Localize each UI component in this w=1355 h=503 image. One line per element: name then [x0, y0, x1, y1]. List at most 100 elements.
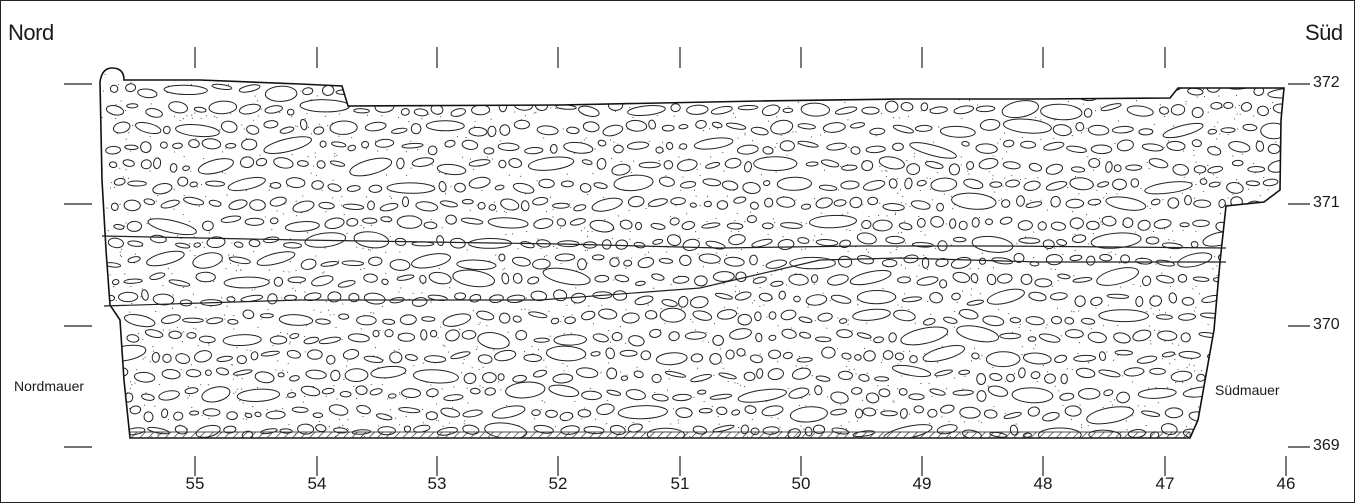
sand-dot: [158, 383, 160, 386]
sand-dot: [792, 131, 794, 133]
sand-dot: [891, 88, 893, 91]
sand-dot: [1173, 125, 1175, 127]
sand-dot: [679, 91, 681, 93]
sand-dot: [243, 128, 245, 130]
stone: [817, 312, 833, 322]
sand-dot: [570, 332, 572, 334]
sand-dot: [730, 230, 732, 232]
sand-dot: [570, 206, 572, 209]
sand-dot: [268, 189, 270, 191]
sand-dot: [888, 87, 890, 89]
sand-dot: [203, 246, 205, 248]
sand-dot: [198, 205, 200, 207]
sand-dot: [584, 227, 586, 229]
stone: [469, 293, 482, 303]
stone: [1087, 124, 1110, 136]
sand-dot: [185, 76, 188, 78]
stone: [709, 393, 733, 400]
sand-dot: [713, 86, 715, 88]
stone: [681, 221, 695, 230]
stone: [338, 313, 350, 320]
sand-dot: [1050, 81, 1052, 83]
sand-dot: [924, 82, 926, 84]
sand-dot: [1145, 70, 1147, 72]
sand-dot: [453, 386, 455, 388]
sand-dot: [744, 221, 746, 223]
sand-dot: [531, 78, 533, 80]
stone: [316, 160, 326, 169]
stone: [797, 140, 819, 148]
sand-dot: [1132, 415, 1134, 417]
sand-dot: [920, 110, 922, 112]
sand-dot: [232, 254, 234, 256]
stone: [1179, 222, 1190, 228]
sand-dot: [713, 374, 715, 376]
sand-dot: [201, 414, 203, 417]
stone: [160, 141, 168, 149]
sand-dot: [943, 193, 945, 195]
stone: [1069, 217, 1084, 230]
stone: [541, 88, 560, 97]
sand-dot: [1272, 102, 1274, 104]
sand-dot: [432, 80, 435, 82]
sand-dot: [356, 246, 358, 248]
stone: [208, 199, 222, 207]
stone: [1255, 140, 1265, 152]
sand-dot: [261, 108, 263, 110]
sand-dot: [460, 372, 463, 374]
stone: [1025, 201, 1043, 209]
sand-dot: [1082, 103, 1084, 105]
sand-dot: [144, 356, 146, 358]
sand-dot: [1036, 381, 1038, 383]
stone: [1016, 195, 1025, 207]
sand-dot: [246, 349, 248, 351]
stone: [198, 335, 216, 344]
sand-dot: [1259, 347, 1261, 349]
sand-dot: [200, 384, 202, 386]
sand-dot: [1140, 187, 1142, 189]
stone: [752, 276, 767, 284]
stone: [389, 259, 411, 271]
sand-dot: [827, 396, 829, 398]
sand-dot: [563, 333, 565, 335]
sand-dot: [528, 309, 530, 311]
stone: [861, 160, 874, 172]
stone: [867, 196, 879, 206]
sand-dot: [928, 73, 930, 75]
stone: [923, 318, 936, 326]
sand-dot: [559, 227, 562, 229]
stone: [1064, 317, 1075, 325]
sand-dot: [485, 69, 487, 71]
stone: [1038, 333, 1061, 343]
stone: [975, 105, 996, 113]
stone: [838, 370, 853, 381]
sand-dot: [876, 409, 878, 411]
stone: [1003, 411, 1022, 420]
sand-dot: [304, 335, 306, 338]
stone: [658, 258, 674, 264]
stone: [337, 280, 356, 288]
sand-dot: [214, 116, 216, 118]
sand-dot: [221, 297, 223, 299]
sand-dot: [871, 84, 874, 86]
stone: [1149, 367, 1166, 375]
stone: [283, 242, 302, 249]
stone: [216, 355, 233, 363]
stone: [1255, 259, 1272, 266]
stone: [222, 334, 262, 347]
sand-dot: [1159, 82, 1161, 84]
stone: [749, 254, 758, 266]
sand-dot: [237, 264, 239, 266]
sand-dot: [125, 222, 127, 224]
sand-dot: [1219, 325, 1221, 327]
sand-dot: [514, 111, 516, 113]
stone: [385, 86, 399, 95]
sand-dot: [108, 313, 110, 315]
sand-dot: [503, 210, 505, 212]
sand-dot: [877, 385, 879, 387]
stone: [925, 89, 940, 97]
sand-dot: [191, 406, 193, 408]
stone: [670, 197, 686, 206]
sand-dot: [1185, 425, 1188, 427]
sand-dot: [1267, 189, 1269, 191]
